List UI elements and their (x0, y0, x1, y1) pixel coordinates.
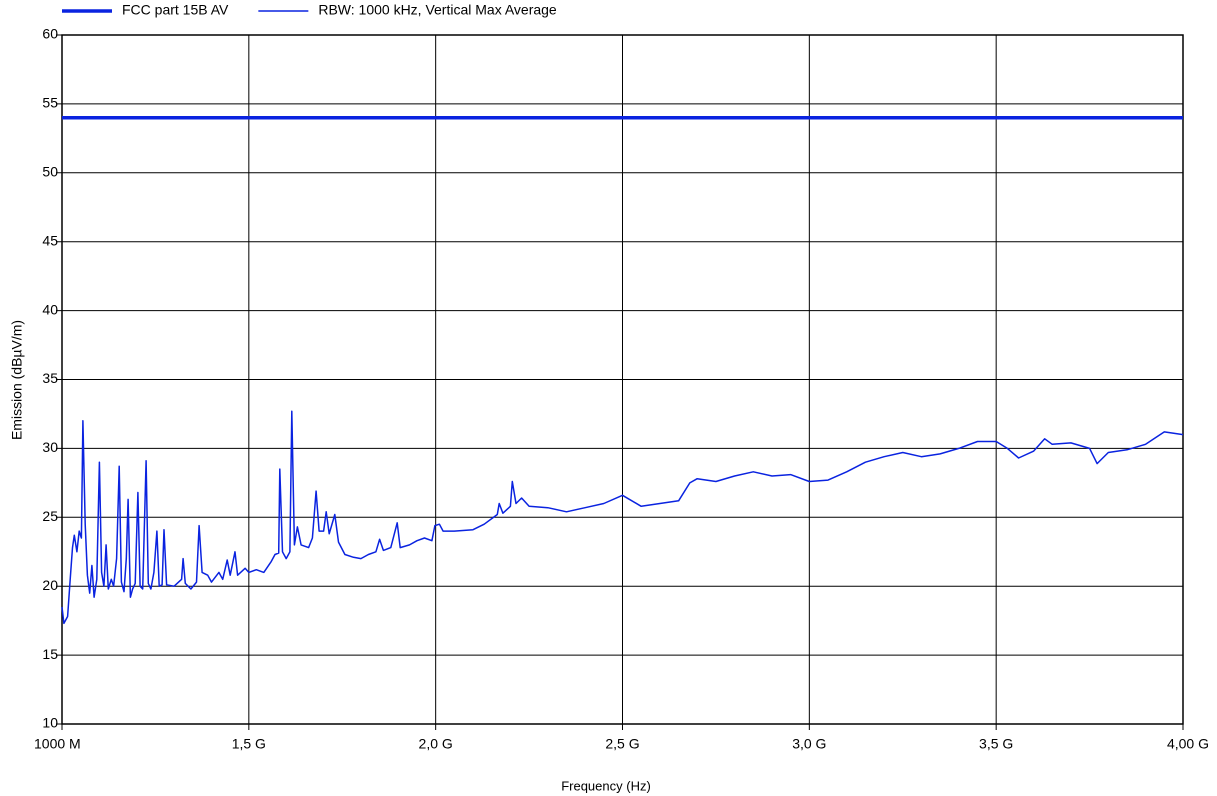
y-tick-label: 25 (42, 508, 58, 524)
x-tick-label: 1,5 G (232, 736, 266, 752)
y-tick-label: 50 (42, 164, 58, 180)
y-tick-label: 60 (42, 26, 58, 42)
y-tick-label: 40 (42, 301, 58, 317)
y-tick-label: 10 (42, 715, 58, 731)
plot-border (61, 34, 1184, 725)
x-tick-label: 2,0 G (419, 736, 453, 752)
y-axis-label: Emission (dBµV/m) (9, 320, 25, 440)
legend-label: RBW: 1000 kHz, Vertical Max Average (318, 2, 557, 18)
x-tick-label: 3,5 G (979, 736, 1013, 752)
x-tick-label: 2,5 G (605, 736, 639, 752)
y-tick-label: 35 (42, 370, 58, 386)
y-tick-label: 20 (42, 577, 58, 593)
y-tick-label: 45 (42, 232, 58, 248)
series-line (61, 410, 1184, 625)
x-tick-label: 3,0 G (792, 736, 826, 752)
x-tick-label: 4,00 G (1167, 736, 1209, 752)
y-tick-label: 55 (42, 95, 58, 111)
x-axis-label: Frequency (Hz) (561, 778, 651, 793)
legend-label: FCC part 15B AV (122, 2, 229, 18)
y-tick-label: 15 (42, 646, 58, 662)
y-tick-label: 30 (42, 439, 58, 455)
x-tick-label: 1000 M (34, 736, 81, 752)
